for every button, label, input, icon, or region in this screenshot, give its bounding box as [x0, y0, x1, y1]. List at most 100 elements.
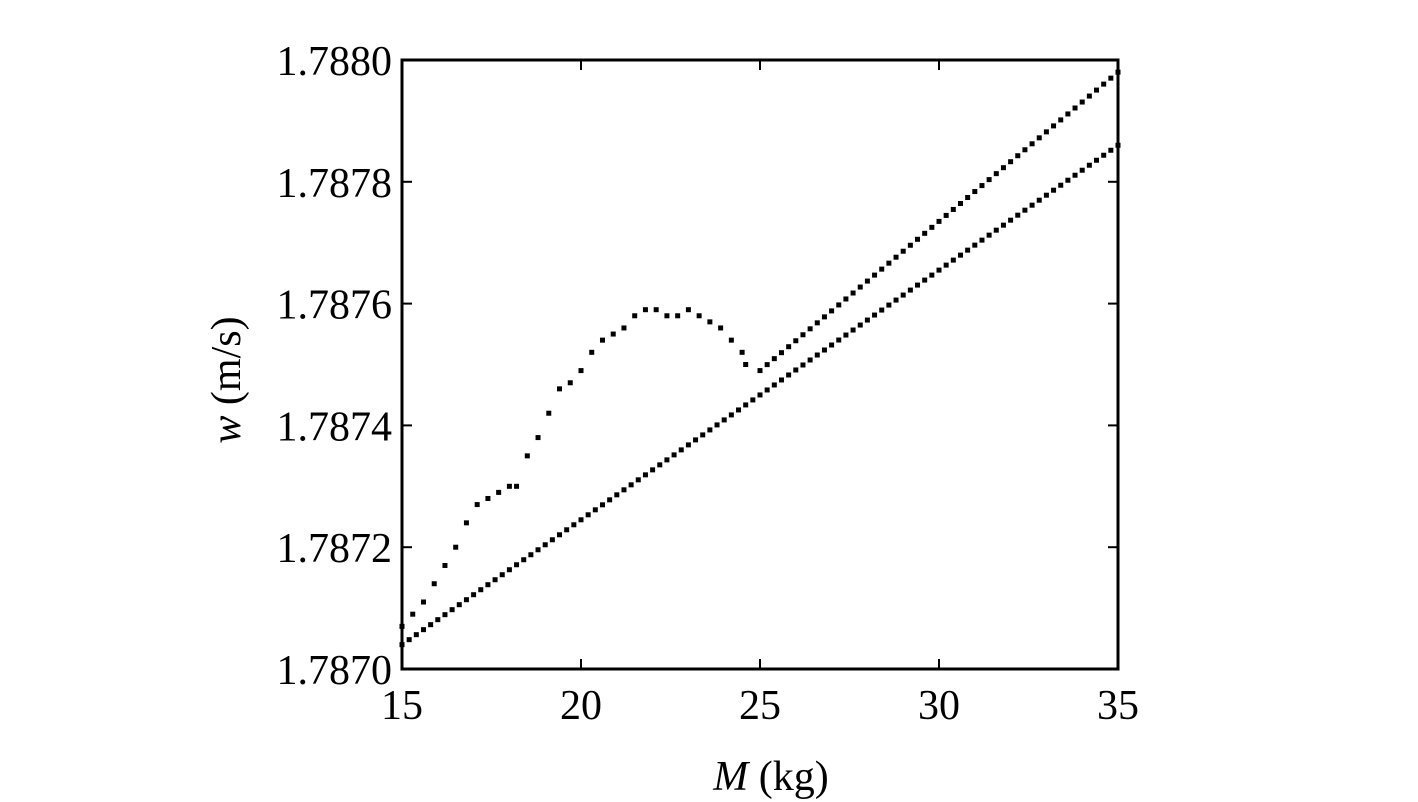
data-point-series-0 [614, 492, 620, 498]
data-point-series-2 [739, 349, 745, 355]
data-point-series-1 [1072, 105, 1078, 111]
x-axis-label: M (kg) [712, 754, 828, 800]
x-tick-label: 25 [739, 683, 781, 729]
data-point-series-0 [821, 347, 827, 353]
data-point-series-0 [1000, 222, 1006, 228]
data-point-series-0 [1043, 192, 1049, 198]
x-tick-label: 20 [560, 683, 602, 729]
data-point-series-2 [578, 368, 584, 374]
data-point-series-1 [778, 350, 784, 356]
data-point-series-0 [671, 452, 677, 458]
data-point-series-2 [696, 313, 702, 319]
data-point-series-0 [915, 282, 921, 288]
axis-ticks [401, 59, 1119, 670]
data-point-series-2 [535, 435, 541, 441]
data-point-series-1 [800, 332, 806, 338]
x-tick-label: 15 [381, 683, 423, 729]
data-points [399, 69, 1121, 648]
data-point-series-0 [1101, 152, 1107, 158]
data-point-series-1 [1079, 99, 1085, 105]
data-point-series-1 [836, 302, 842, 308]
data-point-series-0 [657, 462, 663, 468]
data-point-series-1 [922, 230, 928, 236]
data-point-series-0 [707, 427, 713, 433]
data-point-series-1 [893, 254, 899, 260]
data-point-series-0 [993, 227, 999, 233]
data-point-series-1 [907, 242, 913, 248]
data-point-series-0 [578, 517, 584, 523]
data-point-series-0 [929, 272, 935, 278]
data-point-series-0 [650, 467, 656, 473]
data-point-series-2 [496, 489, 502, 495]
data-point-series-0 [413, 632, 419, 638]
data-point-series-1 [886, 260, 892, 266]
data-point-series-0 [1036, 197, 1042, 203]
data-point-series-2 [453, 544, 459, 550]
data-point-series-0 [442, 612, 448, 618]
data-point-series-0 [1008, 217, 1014, 223]
data-point-series-0 [743, 402, 749, 408]
data-point-series-1 [771, 356, 777, 362]
data-point-series-0 [693, 437, 699, 443]
data-point-series-0 [922, 277, 928, 283]
data-point-series-0 [850, 327, 856, 333]
data-point-series-0 [542, 542, 548, 548]
data-point-series-2 [610, 331, 616, 337]
data-point-series-1 [943, 212, 949, 218]
data-point-series-0 [807, 357, 813, 363]
data-point-series-0 [843, 332, 849, 338]
data-point-series-2 [567, 380, 573, 386]
y-tick-label: 1.7876 [277, 283, 393, 329]
data-point-series-0 [664, 457, 670, 463]
data-point-series-2 [410, 611, 416, 617]
data-point-series-0 [750, 397, 756, 403]
data-point-series-0 [1108, 147, 1114, 153]
data-point-series-0 [492, 577, 498, 583]
data-point-series-2 [463, 520, 469, 526]
data-point-series-1 [1043, 129, 1049, 135]
data-point-series-0 [879, 307, 885, 313]
data-point-series-0 [900, 292, 906, 298]
data-point-series-1 [1101, 81, 1107, 87]
data-point-series-0 [700, 432, 706, 438]
data-point-series-0 [685, 442, 691, 448]
data-point-series-1 [793, 338, 799, 344]
data-point-series-2 [431, 581, 437, 587]
data-point-series-0 [814, 352, 820, 358]
data-point-series-0 [557, 532, 563, 538]
data-point-series-0 [936, 267, 942, 273]
data-point-series-1 [1051, 123, 1057, 129]
data-point-series-0 [528, 552, 534, 558]
data-point-series-2 [524, 453, 530, 459]
data-point-series-0 [857, 322, 863, 328]
data-point-series-2 [728, 337, 734, 343]
data-point-series-0 [965, 247, 971, 253]
data-point-series-0 [1086, 162, 1092, 168]
data-point-series-0 [485, 582, 491, 588]
data-point-series-2 [632, 313, 638, 319]
data-point-series-1 [807, 326, 813, 332]
data-point-series-1 [879, 266, 885, 272]
data-point-series-0 [456, 602, 462, 608]
data-point-series-0 [571, 522, 577, 528]
data-point-series-0 [907, 287, 913, 293]
data-point-series-1 [1008, 159, 1014, 165]
data-point-series-0 [771, 382, 777, 388]
data-point-series-0 [1094, 157, 1100, 163]
data-point-series-1 [872, 272, 878, 278]
data-point-series-1 [1015, 153, 1021, 159]
data-point-series-2 [557, 386, 563, 392]
data-point-series-1 [979, 183, 985, 189]
plot-area [400, 58, 1120, 671]
data-point-series-2 [642, 307, 648, 313]
data-point-series-2 [546, 410, 552, 416]
data-point-series-1 [1115, 69, 1121, 75]
data-point-series-1 [993, 171, 999, 177]
data-point-series-0 [778, 377, 784, 383]
data-point-series-1 [1065, 111, 1071, 117]
data-point-series-1 [821, 314, 827, 320]
x-tick-labels: 15 20 25 30 35 [381, 683, 1139, 729]
data-point-series-1 [972, 189, 978, 195]
data-point-series-2 [664, 313, 670, 319]
